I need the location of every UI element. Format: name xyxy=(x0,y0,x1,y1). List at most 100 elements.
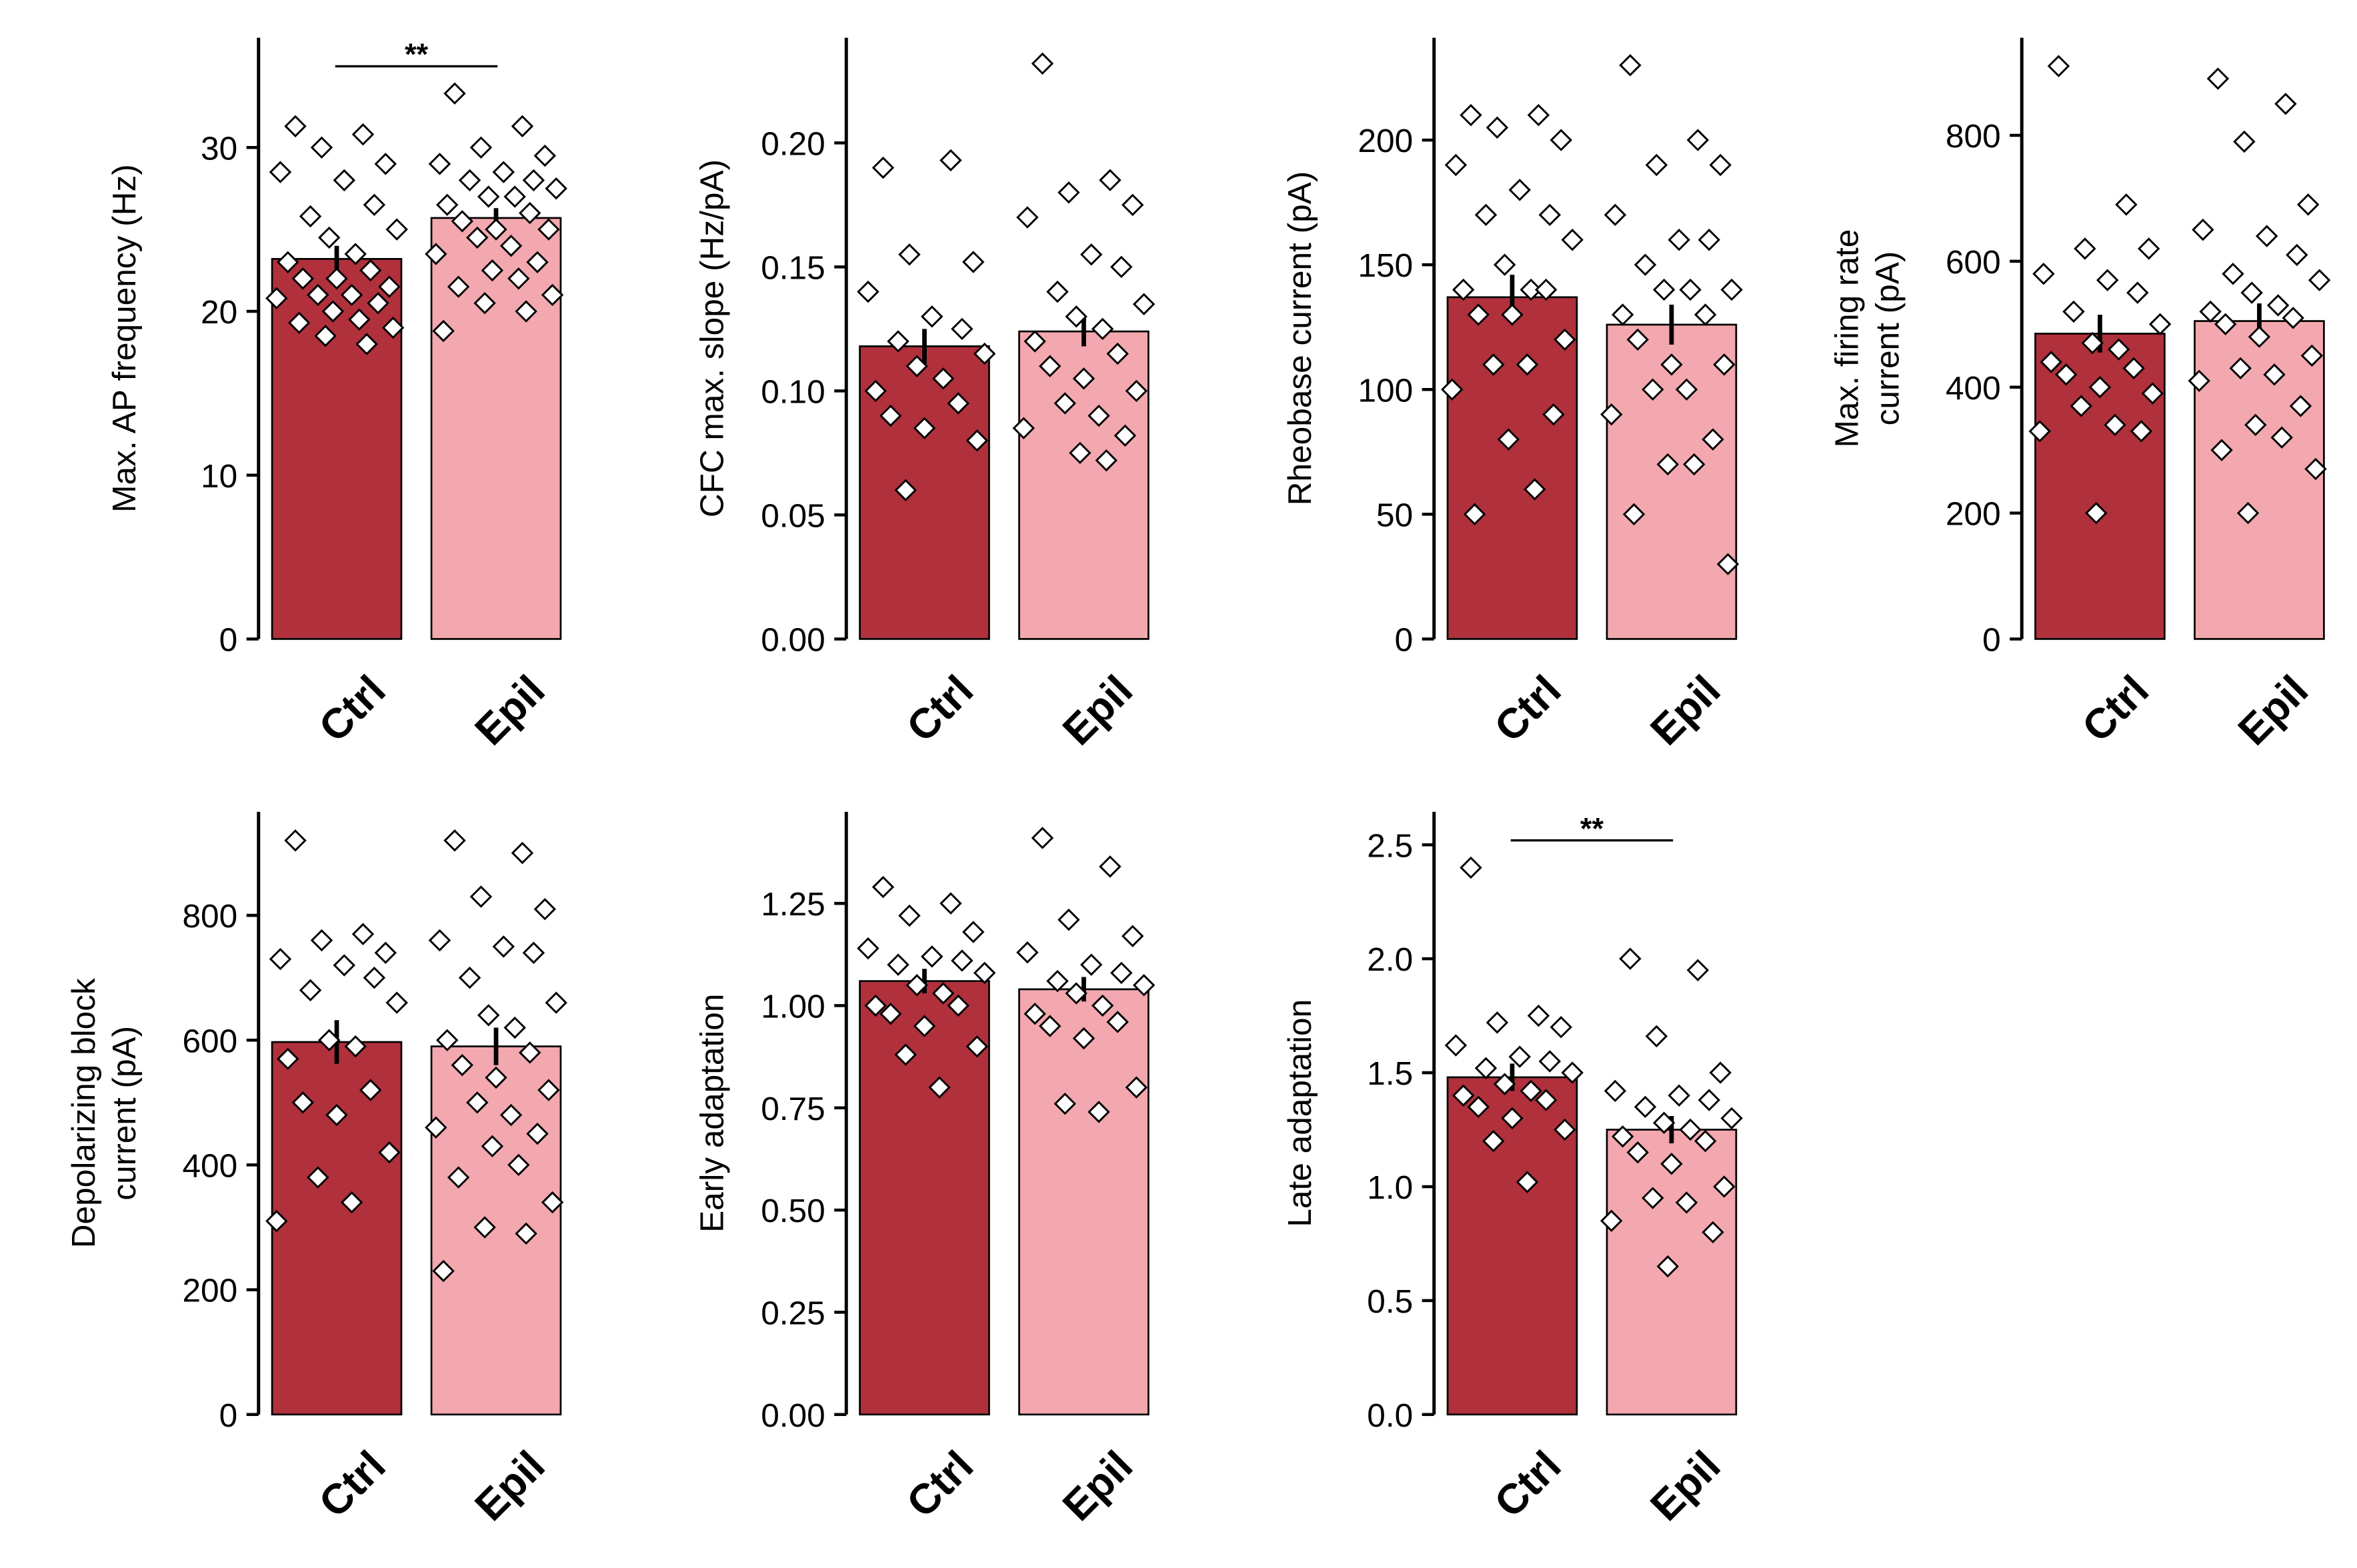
data-point-ctrl xyxy=(1444,1034,1468,1057)
data-point-epil xyxy=(2222,263,2244,285)
data-point-epil xyxy=(425,243,447,265)
data-point-ctrl xyxy=(1508,179,1531,201)
data-point-epil xyxy=(458,966,481,989)
data-point-epil xyxy=(1080,243,1103,266)
data-point-epil xyxy=(1065,982,1087,1005)
data-point-epil xyxy=(1702,1221,1724,1244)
data-point-ctrl xyxy=(1452,1084,1475,1107)
data-point-epil xyxy=(1039,355,1061,377)
y-tick-label: 200 xyxy=(182,1272,237,1309)
data-point-epil xyxy=(2206,67,2230,90)
data-point-epil xyxy=(1668,1084,1690,1107)
y-tick-label: 0.25 xyxy=(761,1294,825,1331)
data-point-ctrl xyxy=(325,267,348,290)
bar-ctrl xyxy=(271,1041,403,1416)
data-point-epil xyxy=(518,1041,541,1064)
data-point-epil xyxy=(1121,925,1144,947)
x-tick-label-ctrl: Ctrl xyxy=(1486,667,1570,751)
data-point-ctrl xyxy=(965,429,989,452)
data-point-ctrl xyxy=(2081,331,2104,355)
data-point-ctrl xyxy=(265,287,288,310)
y-axis-label: CFC max. slope (Hz/pA) xyxy=(693,159,730,517)
data-point-ctrl xyxy=(2028,420,2052,443)
data-point-ctrl xyxy=(965,1035,989,1058)
data-point-epil xyxy=(522,169,545,192)
x-tick-label-epil: Epil xyxy=(2230,667,2317,754)
y-tick-label: 2.5 xyxy=(1367,827,1413,864)
data-point-epil xyxy=(1709,1061,1732,1084)
data-point-ctrl xyxy=(277,251,299,274)
bar-ctrl xyxy=(1446,296,1578,640)
subplot-6: Ctrl Epil 0.00 0.25 0.50 0.75 1.00 1.25 Early ad… xyxy=(693,811,1155,1530)
x-tick-label-epil: Epil xyxy=(1642,1442,1729,1529)
y-axis-label: current (pA) xyxy=(105,1026,143,1201)
bar-epil xyxy=(430,217,562,640)
significance-label: ** xyxy=(405,37,429,71)
data-point-epil xyxy=(447,275,470,298)
y-tick-label: 0.50 xyxy=(761,1192,825,1229)
data-point-epil xyxy=(473,291,496,315)
data-point-ctrl xyxy=(2148,313,2172,336)
y-tick-label: 0.05 xyxy=(761,497,825,534)
data-point-ctrl xyxy=(1527,1004,1550,1027)
data-point-epil xyxy=(477,185,500,208)
data-point-ctrl xyxy=(2126,281,2149,304)
data-point-ctrl xyxy=(351,923,375,945)
y-axis-label: Early adaptation xyxy=(693,994,730,1233)
y-tick-label: 0.0 xyxy=(1367,1397,1413,1434)
data-point-ctrl xyxy=(318,1029,341,1051)
data-point-ctrl xyxy=(2040,351,2062,373)
data-point-epil xyxy=(1713,353,1736,376)
data-point-epil xyxy=(1675,378,1698,401)
data-point-epil xyxy=(1091,994,1114,1017)
data-point-ctrl xyxy=(1554,1118,1576,1141)
data-point-epil xyxy=(1642,378,1664,401)
data-point-epil xyxy=(2300,344,2324,367)
data-point-epil xyxy=(1106,1011,1129,1033)
data-point-ctrl xyxy=(381,316,405,339)
data-point-epil xyxy=(477,1004,500,1027)
data-point-epil xyxy=(481,1135,504,1158)
data-point-epil xyxy=(1039,1015,1061,1037)
data-point-epil xyxy=(526,251,549,274)
data-point-ctrl xyxy=(1524,478,1546,501)
data-point-epil xyxy=(1611,1125,1634,1148)
data-point-epil xyxy=(1113,424,1137,447)
data-point-epil xyxy=(522,941,545,964)
data-point-epil xyxy=(1600,403,1623,426)
data-point-epil xyxy=(2229,357,2252,380)
data-point-ctrl xyxy=(287,311,311,334)
y-tick-label: 400 xyxy=(182,1147,237,1184)
data-point-epil xyxy=(1099,169,1121,191)
data-point-epil xyxy=(1099,855,1121,878)
data-point-ctrl xyxy=(871,156,895,179)
data-point-epil xyxy=(537,218,560,241)
data-point-epil xyxy=(1087,1101,1110,1123)
data-point-epil xyxy=(432,1259,455,1283)
data-point-epil xyxy=(1057,181,1080,204)
data-point-ctrl xyxy=(1561,229,1584,251)
y-tick-label: 0 xyxy=(1395,621,1414,658)
data-point-epil xyxy=(435,1029,459,1051)
data-point-epil xyxy=(515,300,537,323)
data-point-epil xyxy=(507,267,530,290)
y-tick-label: 1.25 xyxy=(761,885,825,923)
data-point-ctrl xyxy=(363,193,386,217)
y-tick-label: 0.75 xyxy=(761,1090,825,1127)
data-point-ctrl xyxy=(951,317,973,341)
data-point-epil xyxy=(533,897,556,921)
data-point-ctrl xyxy=(1538,203,1562,227)
data-point-ctrl xyxy=(879,404,902,427)
data-point-ctrl xyxy=(2088,376,2112,399)
bar-epil xyxy=(1606,323,1738,640)
data-point-epil xyxy=(2248,325,2271,348)
data-point-epil xyxy=(499,1103,523,1127)
data-point-epil xyxy=(432,319,455,343)
data-point-ctrl xyxy=(299,205,322,228)
data-point-ctrl xyxy=(1520,1079,1542,1103)
data-point-epil xyxy=(1686,129,1710,151)
data-point-epil xyxy=(1604,203,1627,227)
data-point-ctrl xyxy=(344,243,367,265)
y-tick-label: 0.10 xyxy=(761,373,825,410)
data-point-ctrl xyxy=(905,974,928,997)
